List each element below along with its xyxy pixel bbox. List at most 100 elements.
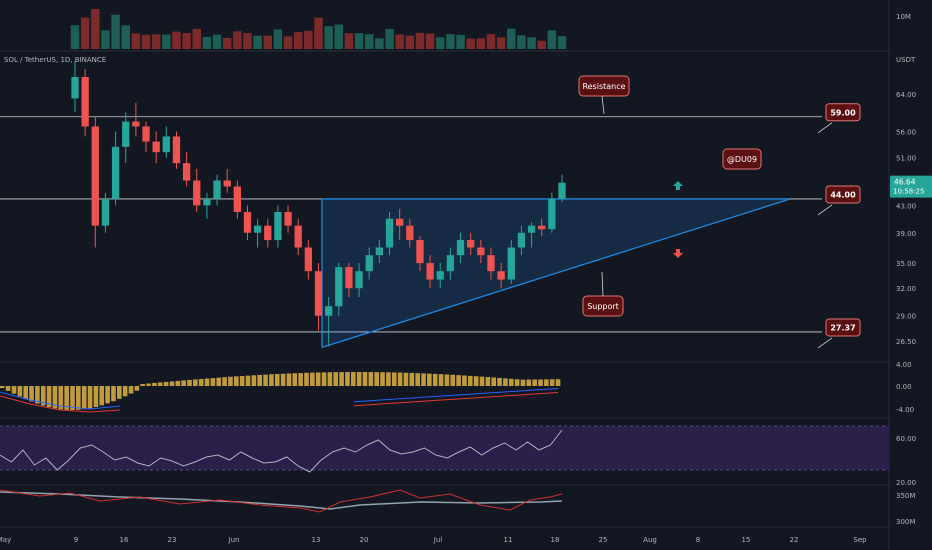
candle [345, 263, 353, 298]
support-pointer [601, 271, 604, 297]
volume-bar [304, 30, 313, 49]
candle [253, 218, 262, 248]
macd-hist-bar [58, 386, 64, 410]
candle-body [193, 180, 201, 206]
candle [385, 211, 394, 256]
volume-bar [507, 28, 516, 49]
price-axis-unit: USDT [896, 56, 916, 64]
volume-bar [395, 34, 404, 49]
resistance-pointer [601, 95, 605, 115]
volume-bar [70, 25, 80, 49]
macd-hist-bar [532, 379, 537, 386]
volume-bar [435, 37, 445, 49]
candle [365, 247, 373, 280]
price-tick-label: 29.00 [896, 313, 916, 321]
macd-hist-bar [64, 386, 69, 410]
volume-bar [91, 9, 100, 49]
candle-body [142, 126, 150, 142]
candle-body [162, 136, 170, 153]
candle-body [436, 271, 444, 280]
macd-hist-bar [473, 376, 479, 386]
macd-hist-bar [70, 386, 75, 410]
macd-line [353, 387, 559, 403]
candle [517, 225, 526, 256]
volume-bar [385, 28, 394, 49]
level-tag-pointer [817, 204, 833, 216]
candle [396, 208, 404, 241]
candle-body [274, 211, 282, 241]
volume-bar [547, 30, 557, 49]
candle-body [345, 267, 353, 289]
macd-hist-bar [386, 372, 391, 386]
volume-bar [527, 37, 536, 49]
macd-tick-label: 0.00 [896, 383, 912, 391]
candle [375, 240, 384, 264]
candle-body [152, 141, 160, 153]
candle-body [122, 121, 130, 147]
level-price-tag [825, 318, 861, 337]
candle [527, 222, 536, 248]
candle [203, 192, 211, 219]
candle [294, 218, 302, 256]
candle-body [558, 182, 566, 199]
obv-ma-line [0, 491, 563, 510]
macd-hist-bar [538, 379, 543, 386]
macd-hist-bar [549, 379, 555, 386]
macd-tick-label: 4.00 [896, 361, 912, 369]
volume-bar [486, 34, 496, 49]
volume-bar [222, 37, 232, 49]
volume-bar [151, 34, 161, 49]
volume-bar [212, 34, 222, 49]
candle [477, 240, 485, 264]
candle-body [213, 180, 221, 199]
arrow-down-icon [673, 249, 683, 258]
candle-body [467, 240, 475, 248]
volume-bar [344, 33, 354, 49]
macd-hist-bar [87, 386, 93, 409]
candle-body [324, 306, 333, 316]
macd-hist-bar [339, 372, 344, 386]
macd-hist-bar [239, 376, 245, 386]
candle [81, 68, 89, 137]
candle-body [456, 240, 465, 256]
volume-bar [233, 31, 242, 49]
candle [172, 131, 181, 169]
macd-hist-bar [508, 378, 514, 386]
candle [335, 263, 343, 316]
macd-hist-bar [356, 372, 362, 386]
volume-bar [202, 36, 212, 49]
candle [132, 102, 140, 137]
candle-body [71, 77, 79, 99]
candle-body [365, 255, 373, 272]
candle-body [477, 247, 485, 256]
volume-bar [496, 37, 506, 49]
macd-hist-bar [450, 374, 456, 386]
volume-bar [253, 35, 262, 49]
macd-hist-bar [117, 386, 122, 399]
volume-bar [273, 29, 283, 49]
macd-hist-bar [333, 372, 339, 386]
time-tick-label: 22 [790, 536, 799, 544]
macd-hist-bar [245, 375, 251, 386]
volume-bar [334, 24, 344, 49]
candle [538, 218, 546, 237]
macd-hist-bar [321, 372, 327, 386]
volume-bar [466, 38, 475, 49]
candle [122, 112, 130, 164]
symbol-label: SOL / TetherUS, 1D, BINANCE [4, 56, 107, 64]
macd-hist-bar [468, 375, 473, 386]
candle-body [233, 186, 241, 212]
macd-hist-bar [216, 377, 222, 386]
volume-bar [182, 33, 191, 49]
macd-tick-label: -4.00 [896, 406, 914, 414]
candle-body [416, 240, 424, 264]
candle [446, 247, 455, 280]
time-tick-label: Jul [433, 536, 443, 544]
volume-bar [405, 35, 415, 49]
candle [355, 263, 363, 298]
macd-hist-bar [479, 376, 485, 386]
macd-hist-bar [175, 380, 181, 386]
signal-line-early [0, 395, 121, 413]
